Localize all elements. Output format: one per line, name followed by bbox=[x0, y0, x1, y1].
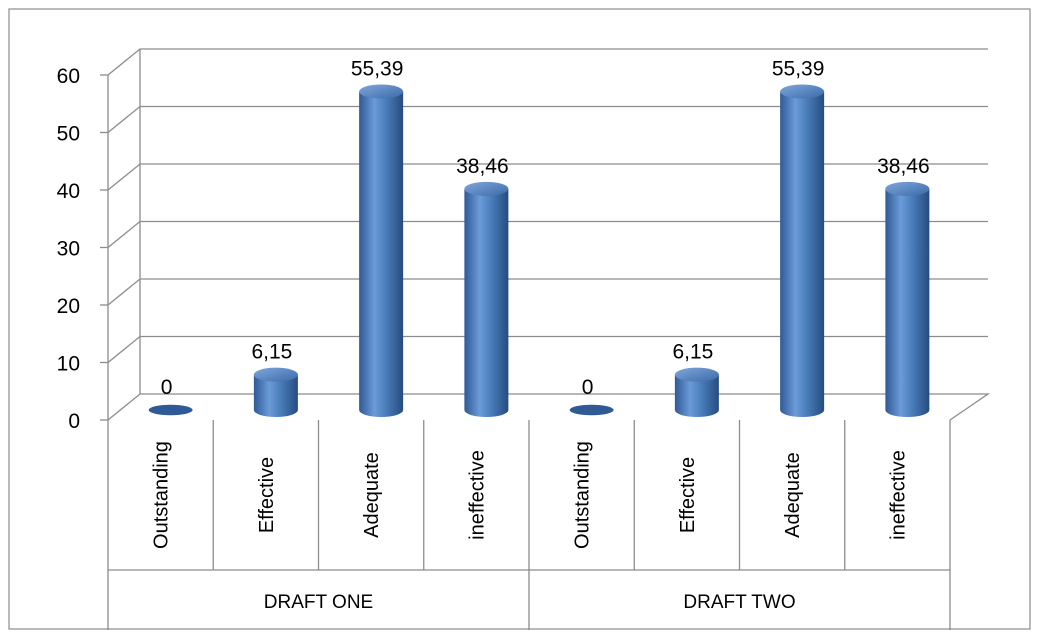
category-label: Adequate bbox=[782, 452, 804, 538]
y-tick-label: 60 bbox=[57, 65, 80, 88]
y-tick-label: 50 bbox=[57, 123, 80, 146]
bar-body bbox=[674, 374, 719, 417]
data-label: 55,39 bbox=[351, 58, 404, 81]
y-tick-label: 10 bbox=[57, 353, 80, 376]
floor-gridline bbox=[107, 393, 991, 421]
category-label: ineffective bbox=[466, 450, 488, 540]
bar-top bbox=[885, 181, 930, 196]
data-label: 6,15 bbox=[672, 341, 713, 364]
bar bbox=[359, 84, 404, 417]
category-label: Adequate bbox=[361, 452, 383, 538]
data-label: 0 bbox=[582, 376, 594, 399]
y-axis-ticks: 0 10 20 30 40 50 60 bbox=[57, 65, 80, 433]
category-label: Outstanding bbox=[151, 441, 173, 549]
bar-top bbox=[674, 367, 719, 382]
axes bbox=[100, 49, 951, 630]
bar-body bbox=[359, 91, 404, 417]
y-tick-label: 40 bbox=[57, 180, 80, 203]
category-label: Outstanding bbox=[572, 441, 594, 549]
bar-top bbox=[253, 367, 298, 382]
bar bbox=[780, 84, 825, 417]
data-label: 0 bbox=[161, 376, 173, 399]
bar-flat bbox=[148, 404, 193, 416]
y-tick-label: 0 bbox=[68, 410, 80, 433]
data-label: 6,15 bbox=[251, 341, 292, 364]
category-label: ineffective bbox=[887, 450, 909, 540]
bar-body bbox=[464, 188, 509, 417]
bar bbox=[253, 367, 298, 417]
data-label: 55,39 bbox=[772, 58, 825, 81]
bar-top bbox=[464, 181, 509, 196]
bar-top bbox=[359, 84, 404, 99]
bar bbox=[885, 181, 930, 417]
bar bbox=[148, 404, 193, 416]
chart-frame bbox=[8, 8, 1031, 630]
bar bbox=[569, 404, 614, 416]
bar bbox=[674, 367, 719, 417]
data-label: 38,46 bbox=[877, 155, 930, 178]
bar bbox=[464, 181, 509, 417]
group-labels: DRAFT ONE DRAFT TWO bbox=[264, 592, 796, 613]
data-label: 38,46 bbox=[456, 155, 509, 178]
group-label: DRAFT ONE bbox=[264, 592, 373, 613]
data-labels: 0 6,15 55,39 38,46 0 6,15 55,39 38,46 bbox=[161, 58, 930, 399]
bar-body bbox=[885, 188, 930, 417]
bar-body bbox=[253, 374, 298, 417]
bar-top bbox=[780, 84, 825, 99]
y-tick-label: 30 bbox=[57, 238, 80, 261]
category-label: Effective bbox=[677, 457, 699, 533]
group-label: DRAFT TWO bbox=[683, 592, 795, 613]
bar-flat bbox=[569, 404, 614, 416]
category-labels: Outstanding Effective Adequate ineffective O… bbox=[151, 441, 910, 549]
y-tick-label: 20 bbox=[57, 295, 80, 318]
category-label: Effective bbox=[256, 457, 278, 533]
bars bbox=[148, 84, 930, 417]
bar-body bbox=[780, 91, 825, 417]
